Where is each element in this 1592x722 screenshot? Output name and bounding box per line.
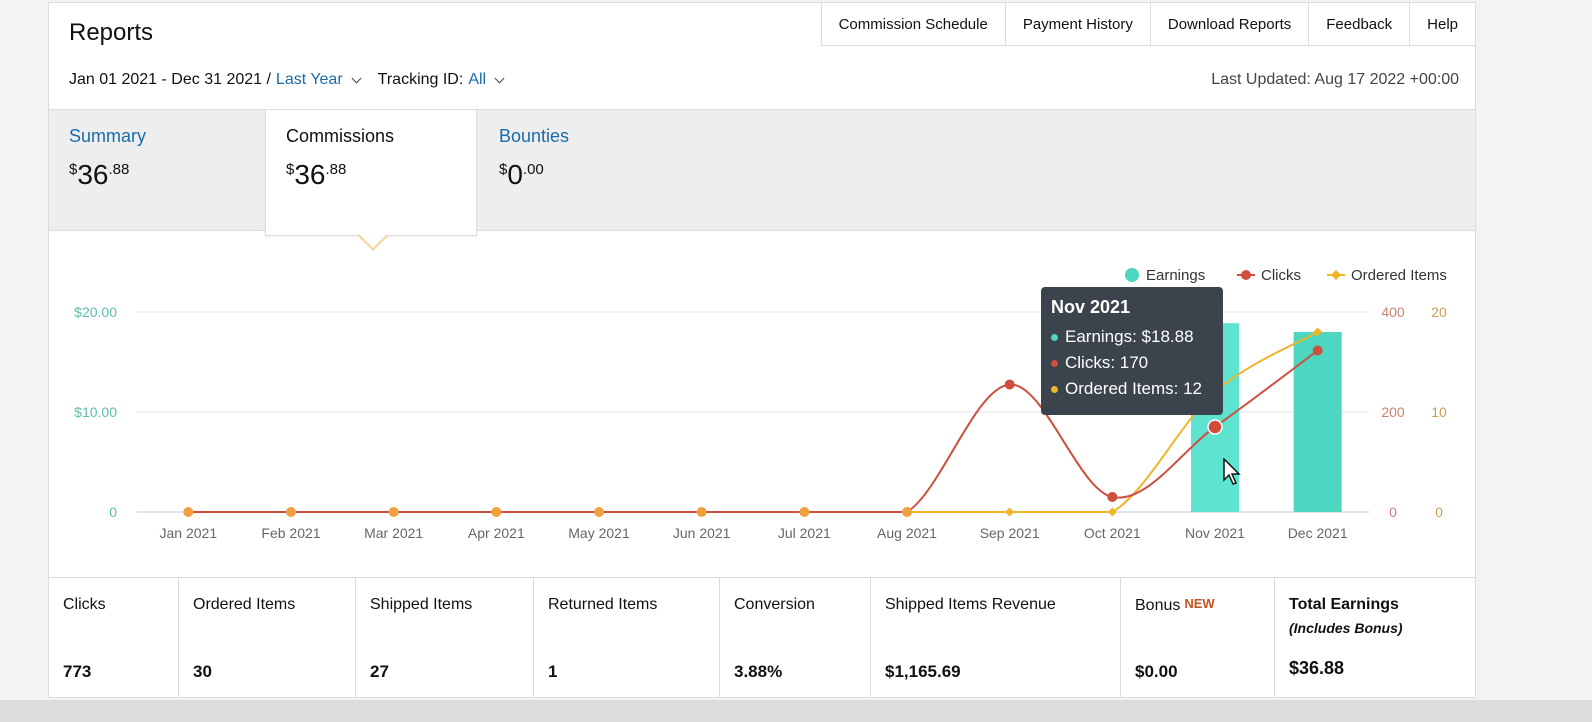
x-tick-label: Feb 2021 bbox=[261, 525, 320, 541]
legend-earnings-label: Earnings bbox=[1146, 267, 1205, 284]
chevron-down-icon[interactable] bbox=[351, 73, 362, 83]
chevron-down-icon[interactable] bbox=[494, 73, 505, 83]
x-tick-label: Jun 2021 bbox=[673, 525, 731, 541]
filter-row: Jan 01 2021 - Dec 31 2021 / Last Year Tr… bbox=[69, 71, 513, 89]
commission-schedule-link[interactable]: Commission Schedule bbox=[822, 3, 1006, 45]
tooltip-row-ordered: Ordered Items: 12 bbox=[1051, 376, 1213, 402]
x-tick-label: Sep 2021 bbox=[980, 525, 1040, 541]
active-tab-pointer-inner bbox=[359, 234, 387, 248]
feedback-link[interactable]: Feedback bbox=[1309, 3, 1411, 45]
clicks-point bbox=[696, 507, 707, 517]
clicks-dot-icon bbox=[1051, 359, 1058, 367]
y-left-tick: $20.00 bbox=[74, 304, 117, 320]
clicks-point bbox=[594, 507, 604, 517]
metrics-row: Clicks 773 Ordered Items 30 Shipped Item… bbox=[49, 577, 1475, 698]
clicks-point bbox=[388, 507, 399, 517]
date-range-text: Jan 01 2021 - Dec 31 2021 / bbox=[69, 71, 271, 88]
legend-ordered-marker bbox=[1331, 270, 1341, 280]
x-tick-label: Dec 2021 bbox=[1288, 525, 1348, 541]
tracking-id-label: Tracking ID: bbox=[377, 71, 464, 88]
y-right-clicks-tick: 200 bbox=[1381, 404, 1405, 420]
tab-bounties-amount: $0.00 bbox=[499, 159, 544, 190]
legend-clicks-label: Clicks bbox=[1261, 267, 1301, 284]
x-tick-label: Jan 2021 bbox=[160, 525, 218, 541]
clicks-point bbox=[183, 507, 194, 517]
mouse-cursor-icon bbox=[1223, 458, 1241, 485]
x-tick-label: Aug 2021 bbox=[877, 525, 937, 541]
help-link[interactable]: Help bbox=[1427, 15, 1458, 33]
payment-history-link[interactable]: Payment History bbox=[1006, 3, 1151, 45]
metric-conversion: Conversion 3.88% bbox=[720, 578, 871, 698]
last-updated: Last Updated: Aug 17 2022 +00:00 bbox=[1211, 71, 1459, 88]
x-tick-label: Oct 2021 bbox=[1084, 525, 1141, 541]
tab-summary-label: Summary bbox=[69, 126, 147, 146]
clicks-point bbox=[1312, 345, 1323, 356]
clicks-point bbox=[1107, 492, 1118, 502]
metric-returned-items: Returned Items 1 bbox=[534, 578, 720, 698]
ordered-items-point bbox=[1107, 507, 1117, 517]
x-tick-label: Nov 2021 bbox=[1185, 525, 1245, 541]
ordered-items-point bbox=[1005, 507, 1015, 517]
ordered-items-point bbox=[1313, 327, 1323, 337]
legend-clicks-marker bbox=[1241, 270, 1251, 280]
tooltip-row-clicks: Clicks: 170 bbox=[1051, 350, 1213, 376]
metric-ordered-items: Ordered Items 30 bbox=[179, 578, 356, 698]
summary-tab-bar: Summary $36.88 Commissions $36.88 Bounti… bbox=[49, 109, 1475, 236]
date-preset-dropdown[interactable]: Last Year bbox=[275, 71, 343, 88]
earnings-dot-icon bbox=[1051, 333, 1058, 341]
metric-shipped-items: Shipped Items 27 bbox=[356, 578, 534, 698]
y-left-tick: 0 bbox=[109, 504, 117, 520]
tab-commissions[interactable]: Commissions $36.88 bbox=[265, 110, 477, 236]
x-tick-label: May 2021 bbox=[568, 525, 630, 541]
download-reports-link[interactable]: Download Reports bbox=[1151, 3, 1310, 45]
tracking-id-dropdown[interactable]: All bbox=[468, 71, 487, 88]
clicks-point bbox=[491, 507, 502, 517]
reports-card: Reports Commission Schedule Payment Hist… bbox=[48, 2, 1476, 698]
y-right-ordered-tick: 20 bbox=[1431, 304, 1447, 320]
clicks-point bbox=[286, 507, 296, 517]
tab-bounties[interactable]: Bounties $0.00 bbox=[479, 110, 695, 232]
tab-summary[interactable]: Summary $36.88 bbox=[49, 110, 265, 232]
tab-commissions-label: Commissions bbox=[286, 126, 395, 146]
clicks-point bbox=[1207, 419, 1223, 435]
tooltip-row-earnings: Earnings: $18.88 bbox=[1051, 324, 1213, 350]
y-right-ordered-tick: 10 bbox=[1431, 404, 1447, 420]
y-right-clicks-tick: 400 bbox=[1381, 304, 1405, 320]
y-left-tick: $10.00 bbox=[74, 404, 117, 420]
ordered-dot-icon bbox=[1051, 385, 1058, 393]
chart-tooltip: Nov 2021 Earnings: $18.88 Clicks: 170 Or… bbox=[1041, 287, 1223, 415]
tab-bounties-label: Bounties bbox=[499, 126, 570, 146]
x-tick-label: Apr 2021 bbox=[468, 525, 525, 541]
y-right-ordered-tick: 0 bbox=[1435, 504, 1443, 520]
metric-total-earnings: Total Earnings (Includes Bonus) $36.88 bbox=[1289, 596, 1403, 678]
y-right-clicks-tick: 0 bbox=[1389, 504, 1397, 520]
metric-clicks: Clicks 773 bbox=[49, 578, 179, 698]
bottom-strip bbox=[0, 700, 1592, 722]
legend-ordered-label: Ordered Items bbox=[1351, 267, 1447, 284]
earnings-bar bbox=[1293, 332, 1342, 512]
tab-commissions-amount: $36.88 bbox=[286, 159, 347, 190]
clicks-point bbox=[1004, 379, 1015, 390]
top-nav: Commission Schedule Payment History Down… bbox=[820, 3, 1475, 46]
new-badge: NEW bbox=[1184, 596, 1215, 611]
clicks-point bbox=[799, 507, 810, 517]
legend-earnings-marker bbox=[1125, 268, 1139, 282]
metric-bonus: Bonus NEW $0.00 bbox=[1121, 578, 1275, 698]
tooltip-title: Nov 2021 bbox=[1051, 297, 1131, 317]
x-tick-label: Jul 2021 bbox=[778, 525, 831, 541]
metric-shipped-revenue: Shipped Items Revenue $1,165.69 bbox=[871, 578, 1121, 698]
tab-summary-amount: $36.88 bbox=[69, 159, 130, 190]
clicks-point bbox=[902, 507, 912, 517]
page-title: Reports bbox=[69, 19, 154, 46]
earnings-chart[interactable]: 0 $10.00 $20.00 0 200 400 0 10 20 Jan 2021 Feb 202… bbox=[49, 233, 1475, 579]
x-tick-label: Mar 2021 bbox=[364, 525, 423, 541]
